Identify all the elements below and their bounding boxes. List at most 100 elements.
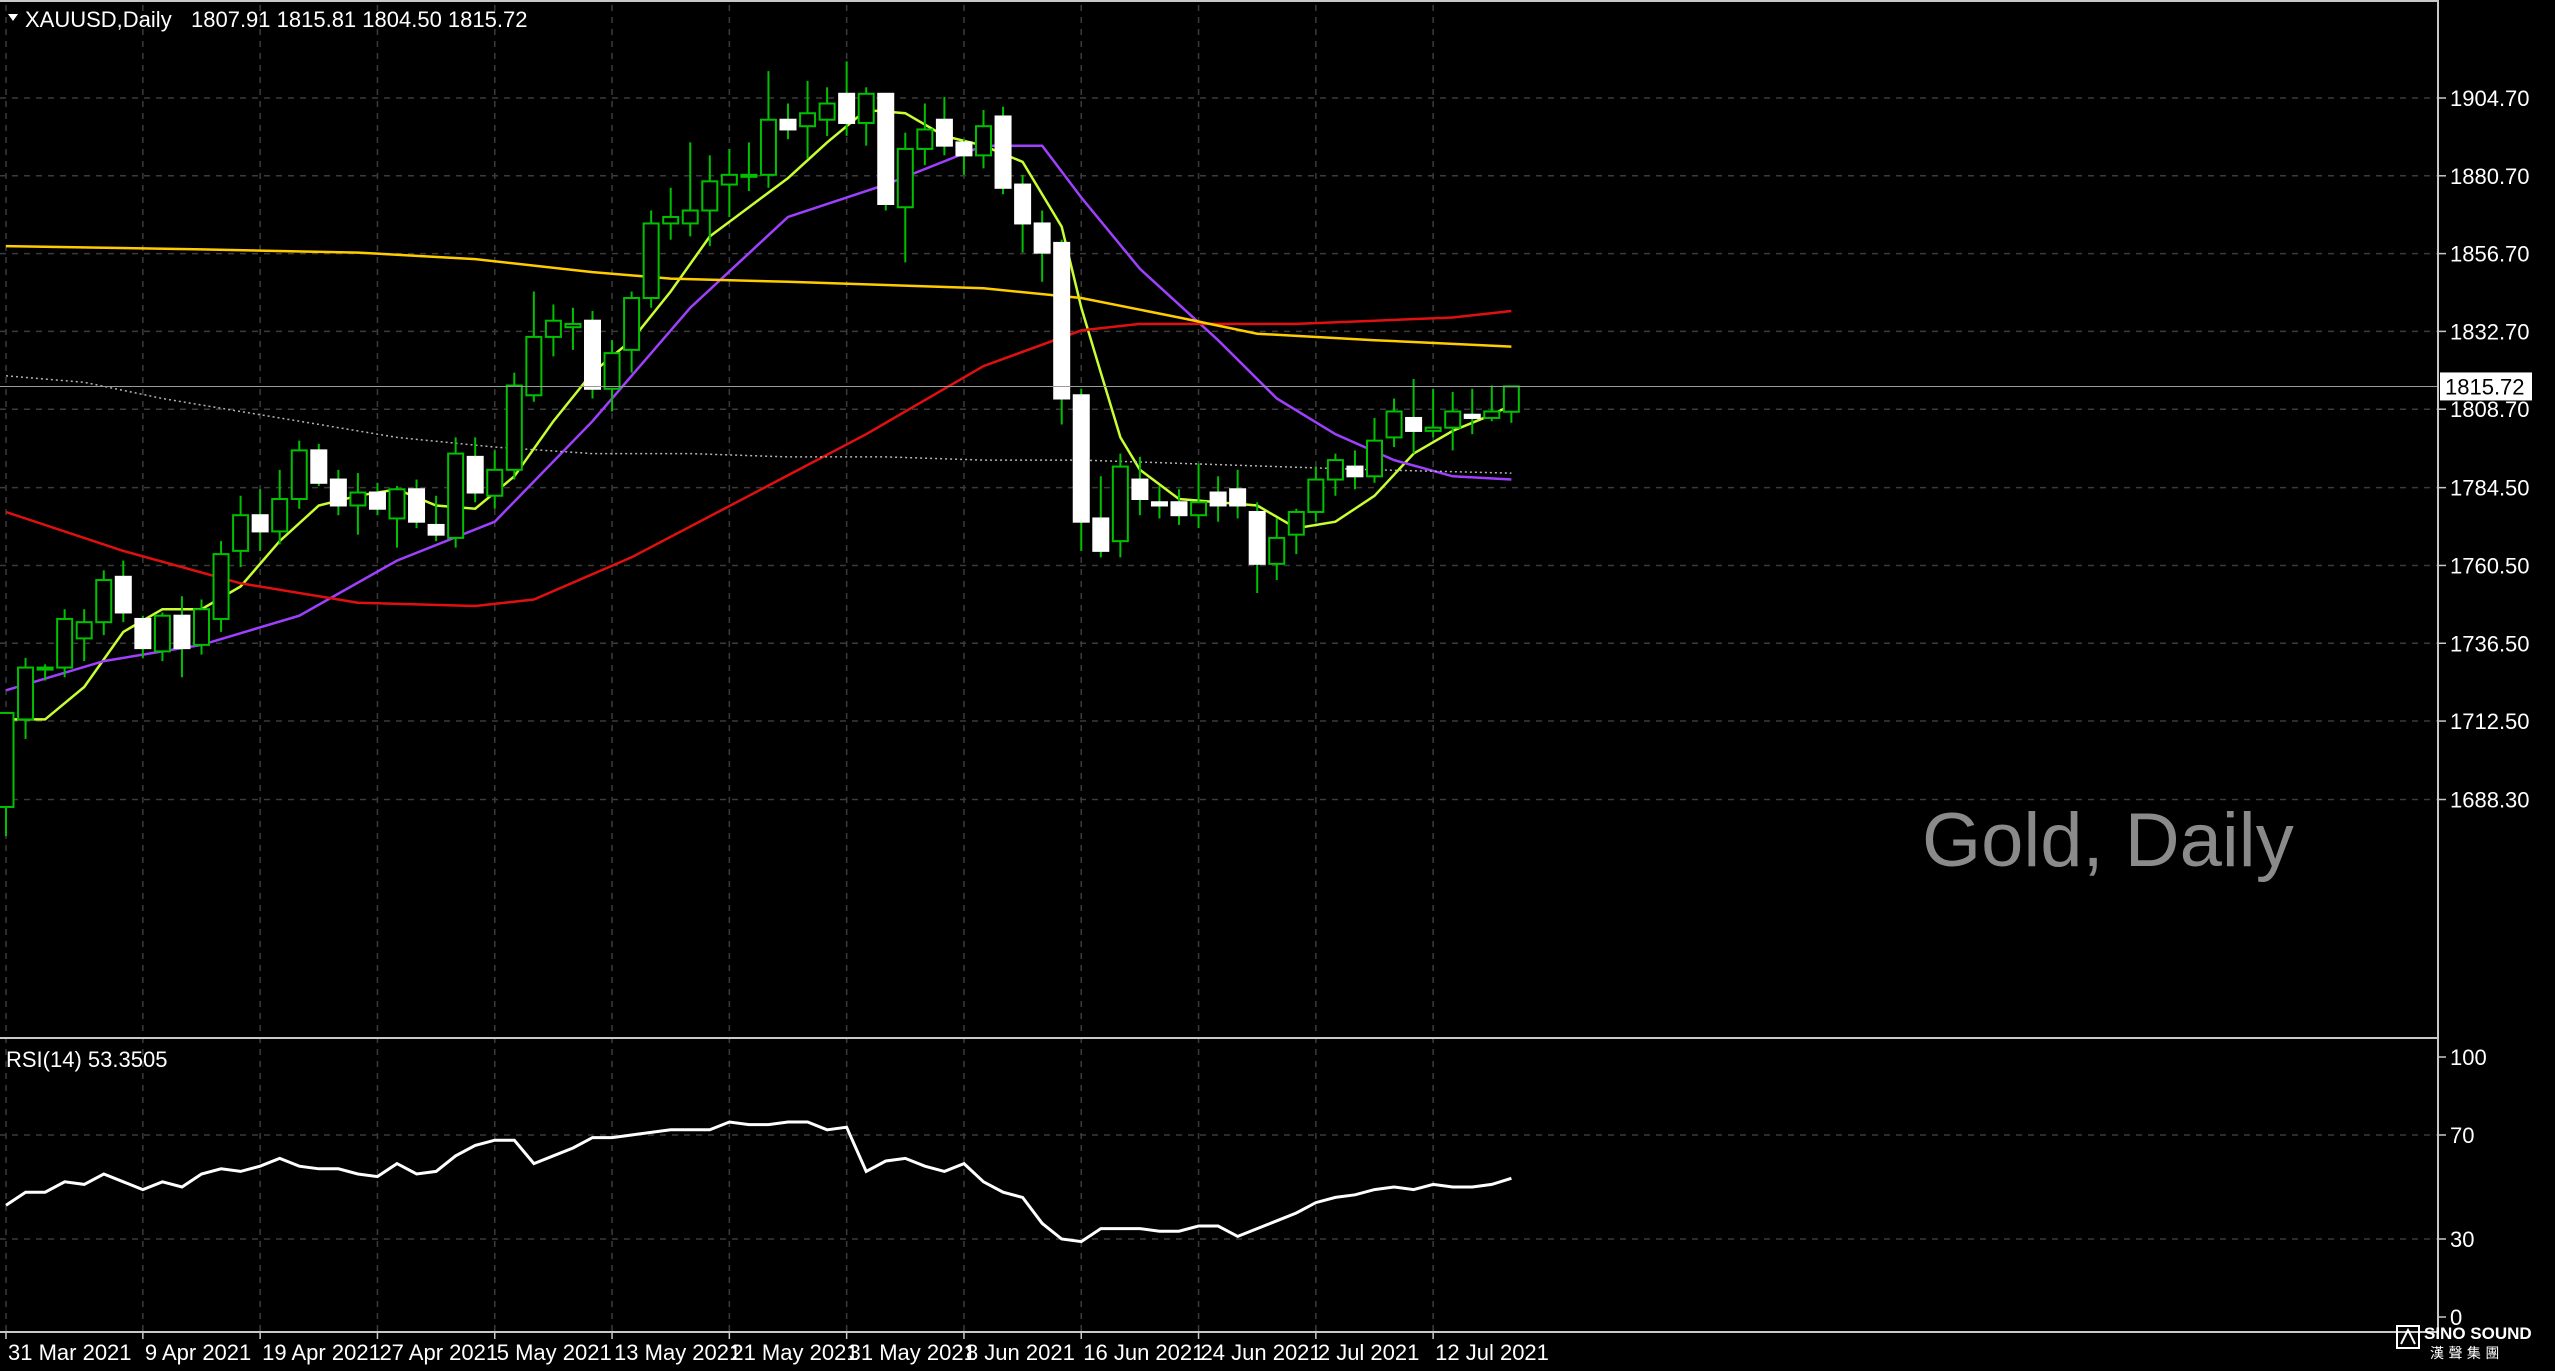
candle-body [1366,439,1383,478]
candle [838,61,856,136]
price-tick-label: 1880.70 [2450,164,2530,189]
candle-body [1424,426,1442,432]
candle [1483,385,1501,422]
candle [427,495,445,542]
candle-body [720,173,738,186]
price-tick-label: 1856.70 [2450,242,2530,267]
candle [310,443,328,487]
candle-body [56,617,74,669]
candle [212,541,230,632]
candle [134,615,152,658]
candle-body [329,478,347,507]
price-tick-label: 1688.30 [2450,788,2530,813]
candle-body [623,297,641,351]
candle [701,155,719,247]
time-tick-label: 8 Jun 2021 [966,1340,1075,1365]
moving-averages [5,108,1512,721]
candlesticks [0,61,1520,837]
candle-body [603,352,621,390]
time-tick-label: 9 Apr 2021 [145,1340,251,1365]
candle [1326,453,1344,496]
candle [799,80,817,159]
candle-body [681,209,699,225]
candle [1346,450,1364,490]
price-tick-label: 1712.50 [2450,709,2530,734]
candle [17,657,35,739]
candle [955,139,973,175]
candle-body [779,118,797,131]
candle [916,103,934,166]
candle [1287,508,1305,555]
time-tick-label: 21 May 2021 [731,1340,858,1365]
price-tick-label: 1736.50 [2450,631,2530,656]
rsi-tick-label: 70 [2450,1123,2474,1148]
candle-body [544,319,562,338]
time-tick-label: 31 Mar 2021 [8,1340,132,1365]
time-tick-label: 16 Jun 2021 [1083,1340,1204,1365]
candle [251,489,269,551]
candle-body [36,666,54,671]
candle-body [1483,410,1501,419]
time-tick-label: 27 Apr 2021 [379,1340,498,1365]
candle-body [1111,465,1129,543]
candle-body [349,491,367,507]
candle [935,97,953,156]
price-tick-label: 1784.50 [2450,476,2530,501]
candle [505,372,523,480]
candle [232,495,250,568]
candle [75,609,93,662]
ma_longest-line [5,375,1512,474]
candle-body [271,497,289,533]
candle-body [818,102,836,121]
candle-body [1307,478,1325,513]
current-price-label: 1815.72 [2445,374,2525,399]
candle-body [740,173,758,178]
candle-body [975,125,992,157]
candle-body [1170,501,1188,517]
candle [408,479,426,529]
candle-body [505,384,523,471]
candle [603,340,621,412]
candle-body [1033,222,1051,254]
candle-body [1502,385,1520,413]
watermark: Gold, Daily [1922,798,2294,883]
candle-body [134,617,152,650]
time-tick-label: 24 Jun 2021 [1201,1340,1322,1365]
candle [896,132,914,263]
logo-name: SINO SOUND [2424,1324,2532,1343]
candle [1072,388,1090,551]
candle [1170,489,1188,525]
logo-mark-icon [2400,1327,2416,1345]
dropdown-triangle-icon[interactable] [8,14,18,21]
candle [623,291,641,373]
candle-body [1150,501,1168,507]
candle-body [935,118,953,147]
price-axis: 1904.70 1880.70 1856.70 1832.70 1808.70 1784.… [2438,86,2530,1330]
ma_long-line [5,244,1512,348]
candle-body [1405,416,1423,432]
candle [0,711,15,837]
candle [388,486,406,548]
candle [877,92,895,211]
candle [720,148,738,217]
candle-body [1346,465,1364,478]
candle [56,609,74,678]
candle [329,469,347,516]
candle-body [75,621,93,640]
candle-body [251,514,269,533]
candle [759,71,777,188]
candle-body [525,335,543,397]
candle [173,596,191,678]
candle [36,664,54,681]
logo-subtitle: 漢 聲 集 團 [2430,1345,2499,1362]
candle-body [95,579,113,624]
candle [1405,379,1423,454]
time-tick-label: 19 Apr 2021 [262,1340,381,1365]
candle [1033,210,1051,282]
ma_fast-line [6,108,1512,721]
candle-body [0,711,15,808]
candle-body [1326,459,1344,481]
